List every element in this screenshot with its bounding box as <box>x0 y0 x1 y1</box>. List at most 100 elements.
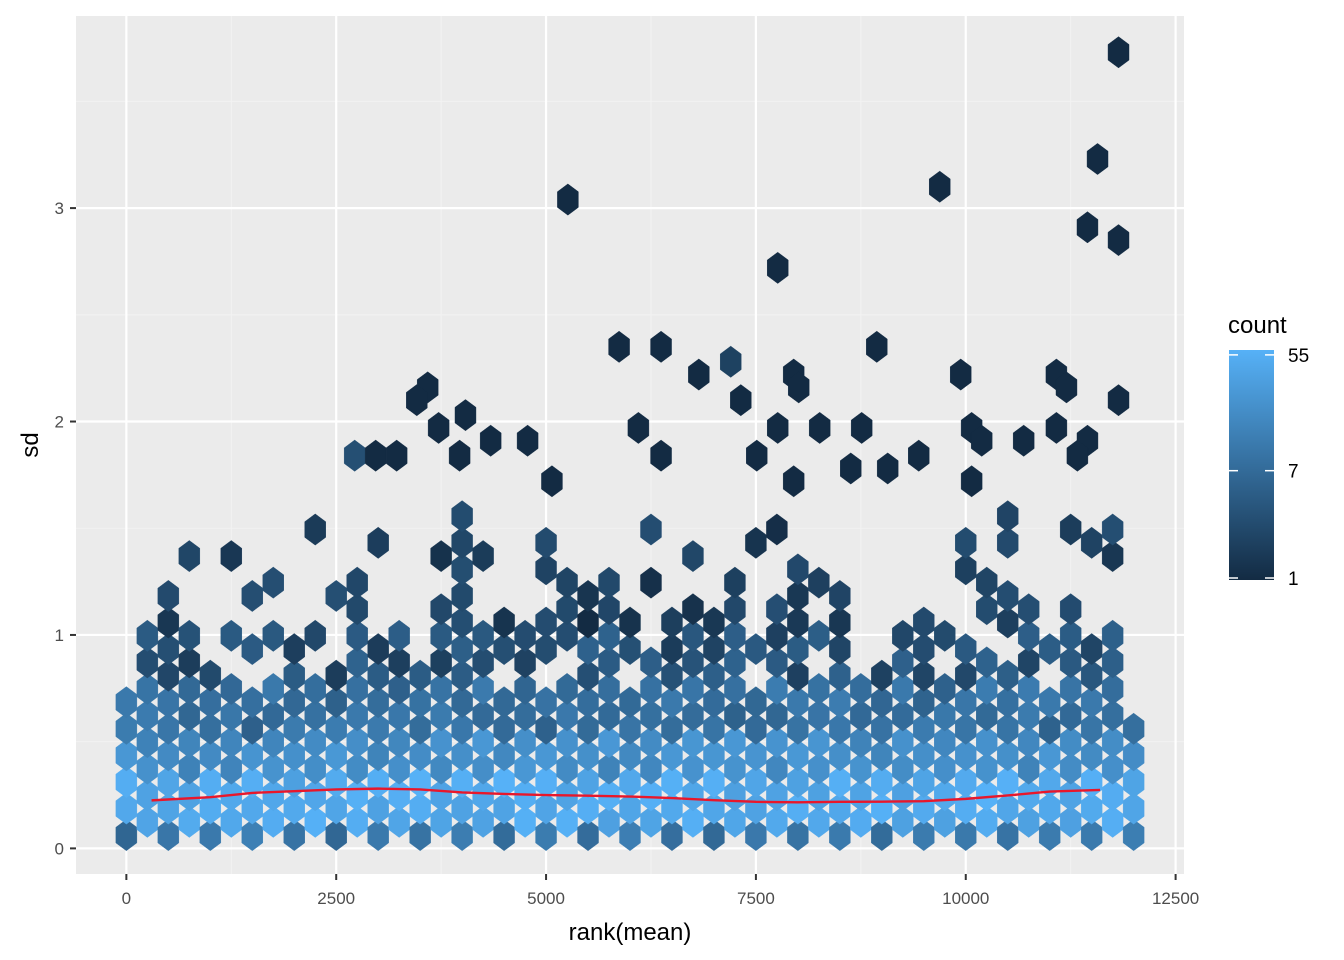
hexbin-cell <box>367 526 389 559</box>
hexbin-cell <box>787 659 809 692</box>
hexbin-cell <box>619 606 641 639</box>
hexbin-cell <box>1122 712 1145 745</box>
hexbin-cell <box>1059 513 1082 546</box>
hexbin-cell <box>178 619 201 652</box>
hexbin-cell <box>829 580 851 612</box>
hexbin-cell <box>1101 540 1124 572</box>
legend-label: 7 <box>1288 462 1299 483</box>
hexbin-cell <box>809 412 831 444</box>
hexbin-cell <box>451 606 473 639</box>
hexbin-cell <box>997 526 1019 559</box>
hexbin-cell <box>829 659 851 692</box>
hexbin-cell <box>220 540 242 572</box>
hexbin-cell <box>908 439 930 472</box>
hexbin-cell <box>997 500 1019 533</box>
hexbin-cell <box>1018 593 1040 626</box>
hexbin-cell <box>472 673 494 705</box>
hexbin-cell <box>682 540 704 572</box>
hexbin-cell <box>619 633 641 665</box>
hexbin-cell <box>220 673 242 705</box>
hexbin-cell <box>1059 619 1082 652</box>
hexbin-cell <box>388 619 410 652</box>
hexbin-cell <box>913 659 935 692</box>
hexbin-cell <box>608 330 630 363</box>
hexbin-cell <box>787 553 809 586</box>
hexbin-cell <box>451 580 473 612</box>
legend-label: 1 <box>1288 569 1299 590</box>
hexbin-cell <box>304 513 326 546</box>
hexbin-cell <box>877 452 899 485</box>
hexbin-cell <box>262 619 284 652</box>
hexbin-cell <box>829 606 851 639</box>
hexbin-cell <box>688 358 710 391</box>
hexbin-cell <box>262 566 284 599</box>
hexbin-cell <box>720 345 742 378</box>
hexbin-cell <box>955 553 977 586</box>
hexbin-cell <box>1012 424 1035 457</box>
hexbin-cell <box>598 566 620 599</box>
hexbin-cell <box>766 513 788 546</box>
hexbin-cell <box>454 399 477 432</box>
x-tick-label: 7500 <box>737 889 775 908</box>
hexbin-cell <box>767 412 789 444</box>
hexbin-cell <box>840 452 862 485</box>
hexbin-cell <box>913 606 935 639</box>
legend-title: count <box>1228 312 1287 339</box>
hexbin-cell <box>934 619 956 652</box>
hexbin-cell <box>1122 792 1145 825</box>
hexbin-cell <box>598 673 620 705</box>
hexbin-cell <box>682 593 704 626</box>
hexbin-cell <box>346 566 368 599</box>
hexbin-cell <box>1066 439 1089 472</box>
hexbin-cell <box>451 500 473 533</box>
hexbin-cell <box>199 659 221 692</box>
hexbin-cell <box>346 619 368 652</box>
x-tick-label: 0 <box>122 889 131 908</box>
hexbin-cell <box>997 580 1019 612</box>
hexbin-cell <box>346 593 368 626</box>
hexbin-cell <box>157 580 180 612</box>
hexbin-cell <box>724 619 746 652</box>
hexbin-cell <box>724 673 746 705</box>
hexbin-cell <box>971 424 993 457</box>
hexbin-cell <box>1101 619 1124 652</box>
hexbin-cell <box>782 465 805 498</box>
hexbin-cell <box>866 330 888 363</box>
legend-colorbar <box>1229 350 1274 580</box>
hexbin-cell <box>976 646 998 679</box>
hexbin-cell <box>535 553 557 586</box>
hexbin-cell <box>1055 371 1078 404</box>
hexbin-cell <box>535 526 557 559</box>
hexbin-cell <box>767 251 789 284</box>
hexbin-cell <box>1122 766 1145 798</box>
hexbin-cell <box>1122 819 1145 851</box>
hexbin-cell <box>1122 739 1145 772</box>
hexbin-cell <box>1101 646 1124 679</box>
hexbin-cell <box>724 566 746 599</box>
hexbin-cell <box>283 659 305 692</box>
hexbin-cell <box>556 566 578 599</box>
hexbin-cell <box>850 412 873 444</box>
hexbin-cell <box>1101 673 1124 705</box>
hexbin-cell <box>406 384 428 417</box>
trend-line <box>151 787 1101 804</box>
hexbin-cell <box>220 619 242 652</box>
y-axis-title: sd <box>17 432 44 457</box>
x-tick-label: 10000 <box>942 889 989 908</box>
hexbin-cell <box>427 412 450 444</box>
hexbin-cell <box>1018 673 1040 705</box>
hexbin-cell <box>493 606 515 639</box>
hexbin-cell <box>304 619 326 652</box>
hexbin-cell <box>1059 593 1082 626</box>
hexbin-cell <box>976 566 998 599</box>
hexbin-cell <box>1101 699 1124 732</box>
hexbin-cell <box>829 633 851 665</box>
hexbin-cell <box>448 439 471 472</box>
y-tick-label: 2 <box>55 413 64 432</box>
hexbin-cell <box>730 384 752 417</box>
hexbin-cell <box>640 566 662 599</box>
hexbin-cell <box>472 540 494 572</box>
